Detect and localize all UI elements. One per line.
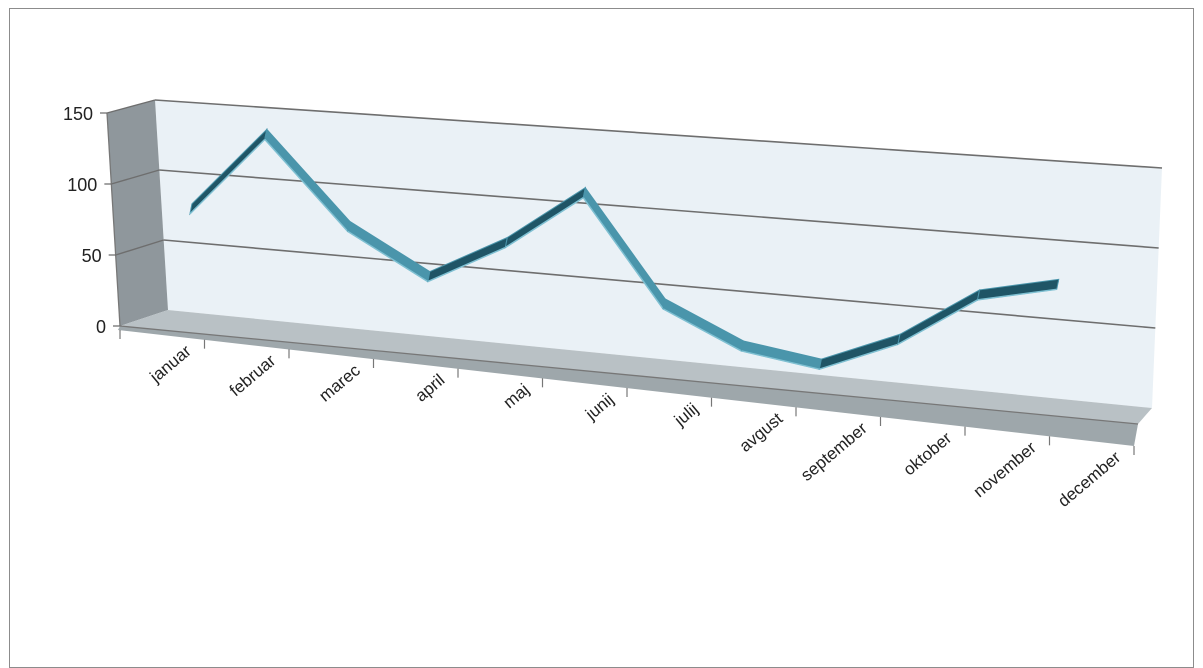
x-tick-label: februar [226, 351, 280, 400]
x-tick-label: avgust [736, 409, 787, 456]
x-tick-label: oktober [900, 428, 956, 479]
x-tick-label: december [1054, 447, 1124, 510]
x-tick-label: julij [670, 399, 702, 430]
x-tick-label: april [411, 370, 448, 405]
x-tick-label: junij [581, 390, 617, 425]
y-tick-label: 150 [63, 104, 93, 124]
x-tick-label: januar [146, 341, 195, 387]
x-tick-label: marec [315, 360, 364, 405]
x-tick-label: november [970, 438, 1040, 501]
y-tick-label: 0 [96, 317, 106, 337]
x-tick-label: september [797, 418, 871, 484]
y-tick-label: 50 [82, 246, 102, 266]
x-tick-label: maj [500, 380, 533, 412]
line-chart-3d: 0 50 100 150 januar februar marec april maj juni… [0, 0, 1203, 654]
y-tick-label: 100 [67, 175, 97, 195]
